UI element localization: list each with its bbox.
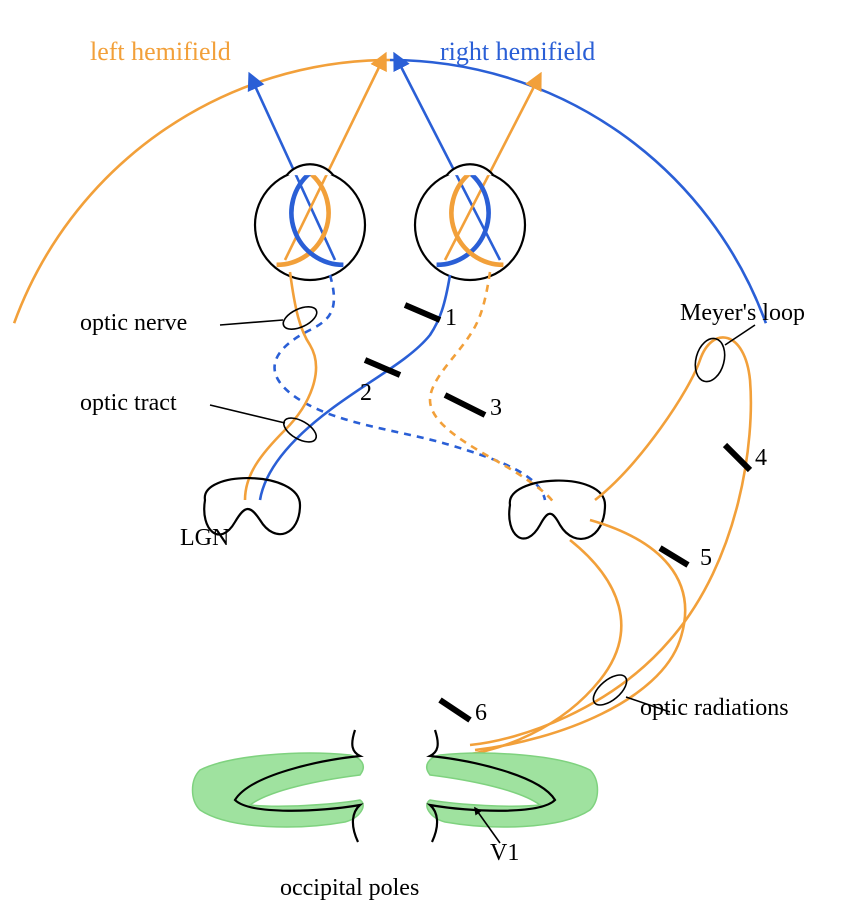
left-v1-area <box>193 753 364 827</box>
meyers-loop-leader <box>725 325 755 345</box>
right-lgn <box>509 481 605 539</box>
right-v1-area <box>427 753 598 827</box>
optic-tract-leader <box>210 405 285 423</box>
meyers-loop-path <box>470 337 751 745</box>
lesion-number-3: 3 <box>490 395 502 421</box>
right-hemifield-label: right hemifield <box>440 37 595 66</box>
cornea <box>287 164 333 175</box>
occipital-poles-label: occipital poles <box>280 875 419 901</box>
optic-nerve-label: optic nerve <box>80 310 187 336</box>
lesion-number-5: 5 <box>700 545 712 571</box>
lesion-3 <box>445 395 485 415</box>
optic-radiations-label: optic radiations <box>640 695 789 721</box>
eye-outline <box>255 170 365 280</box>
lesion-5 <box>660 548 688 565</box>
optic-nerve-pointer-icon <box>280 302 320 334</box>
optic-tract-pointer-icon <box>280 413 320 447</box>
lesion-number-1: 1 <box>445 305 457 331</box>
lesion-number-4: 4 <box>755 445 767 471</box>
optic-tract-label: optic tract <box>80 390 177 416</box>
v1-label: V1 <box>490 840 519 866</box>
lesion-1 <box>405 305 440 320</box>
left-temporal-orange-path <box>245 272 316 500</box>
eye-outline <box>415 170 525 280</box>
visual-pathway-diagram: left hemifield right hemifield optic ner… <box>0 0 866 910</box>
right-hemifield-arc <box>390 60 766 323</box>
optic-radiations-pointer-icon <box>588 669 631 710</box>
lesion-number-2: 2 <box>360 380 372 406</box>
left-eye-orange-arrow <box>285 55 385 260</box>
right-occipital-pole <box>427 730 598 842</box>
optic-radiation-low <box>465 540 621 755</box>
left-occipital-pole <box>193 730 364 842</box>
lesion-number-6: 6 <box>475 700 487 726</box>
lgn-label: LGN <box>180 525 229 551</box>
right-eye <box>415 164 525 280</box>
left-eye <box>255 164 365 280</box>
right-temporal-blue-path <box>260 275 450 500</box>
left-hemifield-label: left hemifield <box>90 37 231 66</box>
left-hemifield-arc <box>14 60 390 323</box>
meyers-loop-label: Meyer's loop <box>680 300 805 326</box>
optic-nerve-leader <box>220 320 283 325</box>
lesion-6 <box>440 700 470 720</box>
cornea <box>447 164 493 175</box>
